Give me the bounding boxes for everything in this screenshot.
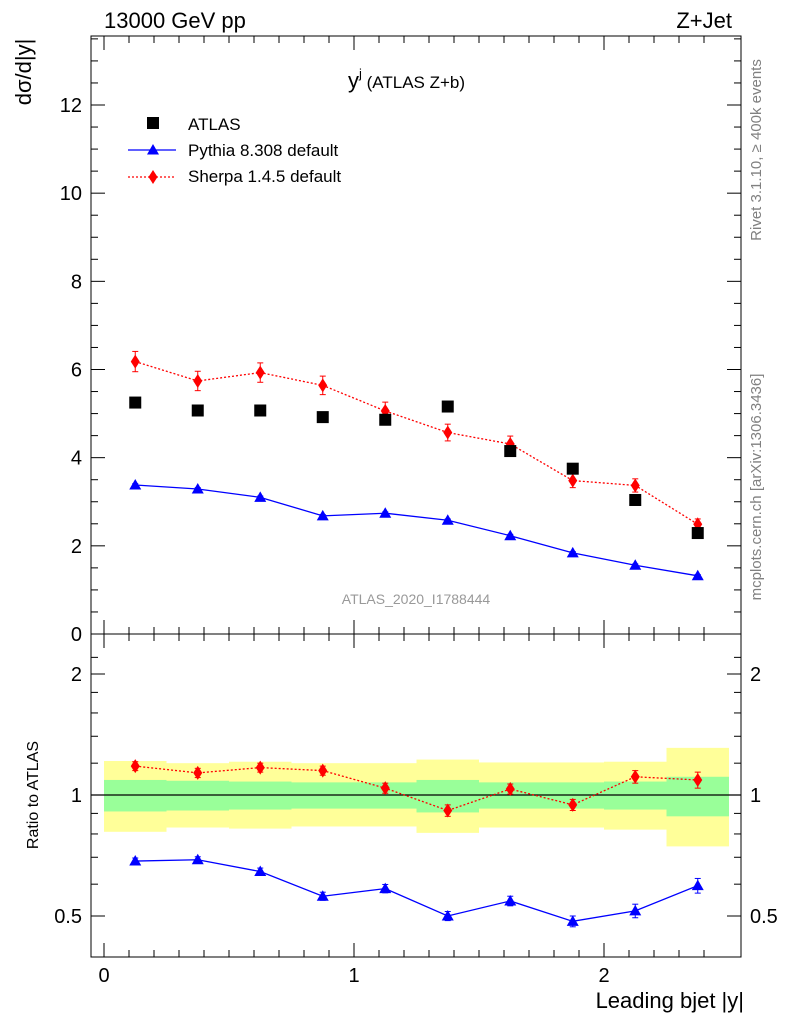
plot-title-sup: j xyxy=(358,66,362,81)
ratio-sherpa-point xyxy=(380,781,390,796)
legend-sherpa-label: Sherpa 1.4.5 default xyxy=(188,167,341,186)
ratio-y-tick-label-right: 1 xyxy=(750,785,761,807)
ratio-sherpa-point xyxy=(193,765,203,780)
ratio-series-line xyxy=(135,859,698,922)
ratio-y-tick-label-right: 2 xyxy=(750,664,761,686)
ratio-pythia-point xyxy=(629,904,642,916)
atlas-data-point xyxy=(566,462,579,475)
pythia-point xyxy=(254,491,267,502)
ratio-pythia-point xyxy=(379,882,392,894)
atlas-data-point xyxy=(191,404,204,417)
legend-sherpa-marker xyxy=(148,170,158,184)
series-line xyxy=(135,484,698,577)
ratio-y-tick-label-right: 0.5 xyxy=(750,906,778,928)
ratio-pythia-point xyxy=(566,915,579,926)
atlas-data-point xyxy=(129,396,142,409)
atlas-data-point xyxy=(691,527,704,540)
pythia-point xyxy=(566,546,579,558)
ratio-y-tick-label-left: 2 xyxy=(71,664,82,686)
ratio-sherpa-point xyxy=(318,763,328,778)
y-tick-label: 8 xyxy=(71,271,82,293)
x-tick-label: 2 xyxy=(598,965,609,987)
ratio-sherpa-point xyxy=(443,803,453,818)
atlas-data-point xyxy=(316,411,329,424)
analysis-watermark: ATLAS_2020_I1788444 xyxy=(342,591,491,607)
sherpa-point xyxy=(130,354,140,369)
sherpa-point xyxy=(255,365,265,380)
sherpa-point xyxy=(443,425,453,440)
ratio-band-inner xyxy=(166,780,229,811)
y-tick-label: 2 xyxy=(71,536,82,558)
pythia-point xyxy=(691,569,704,581)
pythia-point xyxy=(441,514,454,525)
ratio-y-axis-label: Ratio to ATLAS xyxy=(25,741,42,849)
atlas-data-point xyxy=(441,400,454,413)
x-tick-label: 0 xyxy=(98,965,109,987)
plot-title-rest: (ATLAS Z+b) xyxy=(362,73,465,92)
pythia-point xyxy=(191,482,204,494)
energy-label: 13000 GeV pp xyxy=(104,8,246,33)
y-tick-label: 12 xyxy=(60,95,82,117)
series-line xyxy=(135,360,699,525)
ratio-pythia-point xyxy=(441,910,454,921)
legend-atlas-marker xyxy=(147,117,159,129)
ratio-sherpa-point xyxy=(505,781,515,796)
ratio-sherpa-point xyxy=(568,797,578,812)
ratio-sherpa-point xyxy=(693,772,703,787)
sherpa-point xyxy=(630,478,640,493)
ratio-sherpa-point xyxy=(130,759,140,774)
mcplots-citation: mcplots.cern.ch [arXiv:1306.3436] xyxy=(748,374,765,601)
pythia-point xyxy=(379,507,392,518)
ratio-band-inner xyxy=(104,779,167,812)
process-label: Z+Jet xyxy=(676,8,732,33)
ratio-pythia-point xyxy=(504,894,517,906)
pythia-point xyxy=(504,529,517,541)
ratio-panel-content: 0 1 2 0.5 0.5 1 1 2 2 xyxy=(54,634,778,987)
ratio-sherpa-point xyxy=(630,769,640,784)
plot-title: yj (ATLAS Z+b) xyxy=(348,66,465,93)
ratio-pythia-point xyxy=(316,890,329,901)
plot-title-main: y xyxy=(348,68,359,93)
atlas-data-point xyxy=(254,404,267,417)
ratio-pythia-point xyxy=(191,853,204,865)
legend: ATLAS Pythia 8.308 default Sherpa 1.4.5 … xyxy=(128,115,341,186)
x-tick-label: 1 xyxy=(348,965,359,987)
ratio-series-line xyxy=(135,765,698,812)
pythia-point xyxy=(316,509,329,521)
ratio-pythia-point xyxy=(691,879,704,891)
legend-atlas-label: ATLAS xyxy=(188,115,241,134)
sherpa-point xyxy=(568,473,578,488)
pythia-point xyxy=(629,559,642,570)
top-y-axis-label: dσ/d|y| xyxy=(11,39,36,106)
ratio-y-tick-label-left: 1 xyxy=(71,785,82,807)
ratio-pythia-point xyxy=(129,855,142,866)
atlas-data-point xyxy=(504,445,517,458)
sherpa-point xyxy=(193,373,203,388)
top-panel-content: 0 2 4 6 8 10 12 xyxy=(60,36,741,646)
x-axis-label: Leading bjet |y| xyxy=(596,988,744,1013)
legend-pythia-label: Pythia 8.308 default xyxy=(188,141,339,160)
atlas-data-point xyxy=(379,413,392,426)
atlas-data-point xyxy=(629,493,642,506)
ratio-y-tick-label-left: 0.5 xyxy=(54,906,82,928)
y-tick-label: 6 xyxy=(71,360,82,382)
ratio-pythia-point xyxy=(254,865,267,877)
y-tick-label: 4 xyxy=(71,448,82,470)
pythia-point xyxy=(129,478,142,490)
rivet-version-note: Rivet 3.1.10, ≥ 400k events xyxy=(748,59,765,241)
legend-pythia-marker xyxy=(147,144,159,155)
ratio-sherpa-point xyxy=(255,760,265,775)
y-tick-label: 0 xyxy=(71,624,82,646)
y-tick-label: 10 xyxy=(60,183,82,205)
sherpa-point xyxy=(318,378,328,393)
